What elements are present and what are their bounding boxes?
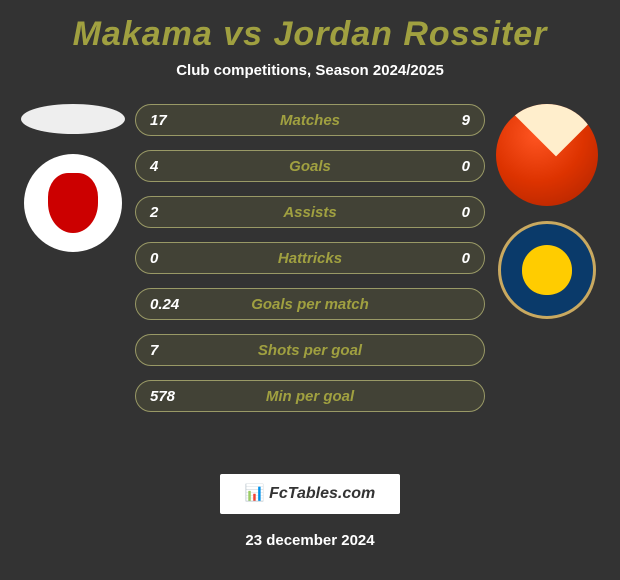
stat-row: 17 Matches 9 bbox=[135, 104, 485, 136]
stat-value-right: 0 bbox=[410, 158, 470, 175]
fctables-logo[interactable]: FcTables.com bbox=[220, 474, 400, 514]
stats-area: 17 Matches 9 4 Goals 0 2 Assists 0 0 Hat… bbox=[10, 104, 610, 454]
stat-value-left: 578 bbox=[150, 388, 210, 405]
stats-list: 17 Matches 9 4 Goals 0 2 Assists 0 0 Hat… bbox=[135, 104, 485, 412]
date: 23 december 2024 bbox=[10, 532, 610, 549]
stat-label: Shots per goal bbox=[210, 342, 410, 359]
stat-label: Matches bbox=[210, 112, 410, 129]
stat-value-left: 0 bbox=[150, 250, 210, 267]
stat-row: 0 Hattricks 0 bbox=[135, 242, 485, 274]
stat-row: 578 Min per goal bbox=[135, 380, 485, 412]
page-title: Makama vs Jordan Rossiter bbox=[10, 15, 610, 54]
club-badge-right bbox=[498, 221, 596, 319]
stat-value-left: 0.24 bbox=[150, 296, 210, 313]
subtitle: Club competitions, Season 2024/2025 bbox=[10, 62, 610, 79]
stat-value-left: 7 bbox=[150, 342, 210, 359]
stat-value-left: 2 bbox=[150, 204, 210, 221]
stat-label: Min per goal bbox=[210, 388, 410, 405]
stat-label: Goals per match bbox=[210, 296, 410, 313]
stat-row: 2 Assists 0 bbox=[135, 196, 485, 228]
stat-row: 7 Shots per goal bbox=[135, 334, 485, 366]
player-photo-right bbox=[496, 104, 598, 206]
stat-value-left: 4 bbox=[150, 158, 210, 175]
stat-value-left: 17 bbox=[150, 112, 210, 129]
club-badge-left bbox=[24, 154, 122, 252]
player-photo-left bbox=[21, 104, 125, 134]
stat-row: 0.24 Goals per match bbox=[135, 288, 485, 320]
stat-value-right: 9 bbox=[410, 112, 470, 129]
comparison-card: Makama vs Jordan Rossiter Club competiti… bbox=[0, 0, 620, 580]
right-column bbox=[492, 104, 602, 319]
stat-label: Goals bbox=[210, 158, 410, 175]
stat-value-right: 0 bbox=[410, 250, 470, 267]
stat-label: Assists bbox=[210, 204, 410, 221]
stat-label: Hattricks bbox=[210, 250, 410, 267]
left-column bbox=[18, 104, 128, 252]
stat-value-right: 0 bbox=[410, 204, 470, 221]
footer: FcTables.com 23 december 2024 bbox=[10, 474, 610, 549]
stat-row: 4 Goals 0 bbox=[135, 150, 485, 182]
